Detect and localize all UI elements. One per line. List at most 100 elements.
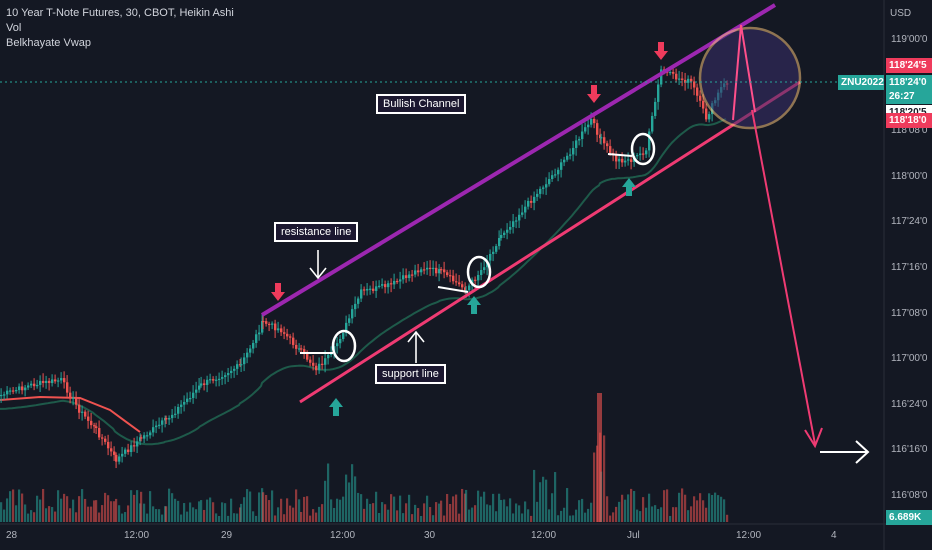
candle-body xyxy=(468,285,471,291)
candle-body xyxy=(51,379,54,384)
indicator-vwap-label[interactable]: Belkhayate Vwap xyxy=(6,37,91,49)
candle-body xyxy=(230,370,233,373)
volume-bar xyxy=(411,514,414,522)
candle-body xyxy=(687,78,690,83)
candle-body xyxy=(554,174,557,176)
candle-body xyxy=(93,425,96,427)
volume-bar xyxy=(452,496,455,522)
candle-body xyxy=(590,118,593,125)
volume-bar xyxy=(702,500,705,522)
candle-body xyxy=(390,283,393,285)
volume-bar xyxy=(183,503,186,522)
candle-body xyxy=(36,384,39,387)
volume-bar xyxy=(246,489,249,522)
candle-body xyxy=(212,379,215,381)
candle-body xyxy=(584,127,587,132)
vwap-line xyxy=(0,117,727,446)
volume-bar xyxy=(536,501,539,522)
volume-bar xyxy=(158,509,161,522)
volume-bar xyxy=(283,514,286,522)
candle-body xyxy=(255,334,258,343)
volume-bar xyxy=(165,506,168,522)
volume-bar xyxy=(465,489,468,522)
price-badge: 118'24'5 xyxy=(886,58,932,73)
candle-body xyxy=(599,134,602,139)
candle-body xyxy=(627,159,630,161)
price-tick-label: 117'16'0 xyxy=(891,262,928,273)
candle-body xyxy=(518,214,521,221)
volume-bar xyxy=(130,490,133,522)
volume-bar xyxy=(354,476,357,522)
candle-body xyxy=(402,275,405,280)
volume-bar xyxy=(396,510,399,522)
candle-body xyxy=(252,342,255,349)
price-badge: 26:27 xyxy=(886,89,932,104)
candle-body xyxy=(136,441,139,447)
chart-title[interactable]: 10 Year T-Note Futures, 30, CBOT, Heikin… xyxy=(6,7,234,19)
candle-body xyxy=(336,343,339,347)
candle-body xyxy=(107,441,110,449)
candle-body xyxy=(75,397,78,405)
volume-bar xyxy=(527,509,530,522)
volume-bar xyxy=(587,508,590,522)
sell-signal-shaft xyxy=(591,85,597,94)
volume-bar xyxy=(21,493,24,522)
volume-bar xyxy=(249,491,252,522)
volume-bar xyxy=(566,488,569,522)
price-badge: ZNU2022 xyxy=(838,75,884,90)
candle-body xyxy=(512,221,515,227)
volume-bar xyxy=(645,507,648,522)
candle-body xyxy=(539,188,542,194)
candle-body xyxy=(503,232,506,235)
touch-marker-circle xyxy=(466,255,492,289)
candle-body xyxy=(87,416,90,421)
volume-bar xyxy=(30,510,33,522)
volume-bar xyxy=(489,505,492,522)
volume-bar xyxy=(435,502,438,522)
candle-body xyxy=(693,81,696,88)
indicator-volume-label[interactable]: Vol xyxy=(6,22,22,34)
volume-bar xyxy=(303,496,306,522)
currency-label[interactable]: USD xyxy=(890,8,912,19)
candle-body xyxy=(72,397,75,399)
volume-bar xyxy=(133,494,136,522)
volume-bar xyxy=(180,514,183,522)
volume-bar xyxy=(669,515,672,522)
sell-signal-shaft xyxy=(658,42,664,51)
candle-body xyxy=(474,279,477,281)
candle-body xyxy=(506,229,509,233)
vwap-line-early xyxy=(0,395,141,433)
volume-bar xyxy=(503,499,506,522)
bullish-channel-label: Bullish Channel xyxy=(376,94,467,114)
candle-body xyxy=(286,333,289,337)
volume-bar xyxy=(149,491,152,522)
candle-body xyxy=(420,269,423,273)
candle-body xyxy=(684,79,687,83)
candle-body xyxy=(221,377,224,379)
volume-bar xyxy=(75,512,78,522)
candle-body xyxy=(408,274,411,279)
buy-signal-arrow xyxy=(329,398,343,407)
candle-body xyxy=(186,398,189,402)
candle-body xyxy=(426,267,429,270)
volume-bar xyxy=(312,509,315,522)
candle-body xyxy=(699,95,702,101)
candle-body xyxy=(524,206,527,213)
volume-bar xyxy=(212,502,215,522)
candle-body xyxy=(321,363,324,365)
volume-bar xyxy=(195,509,198,522)
volume-bar xyxy=(271,490,274,522)
volume-bar xyxy=(300,511,303,522)
volume-bar xyxy=(461,488,464,522)
volume-bar xyxy=(455,494,458,522)
volume-bar xyxy=(277,507,280,522)
volume-bar xyxy=(152,506,155,522)
candle-body xyxy=(39,380,42,385)
candle-body xyxy=(360,289,363,299)
volume-bar xyxy=(515,503,518,522)
volume-bar xyxy=(262,492,265,522)
sell-signal-arrow xyxy=(587,94,601,103)
sell-signal-shaft xyxy=(275,283,281,292)
